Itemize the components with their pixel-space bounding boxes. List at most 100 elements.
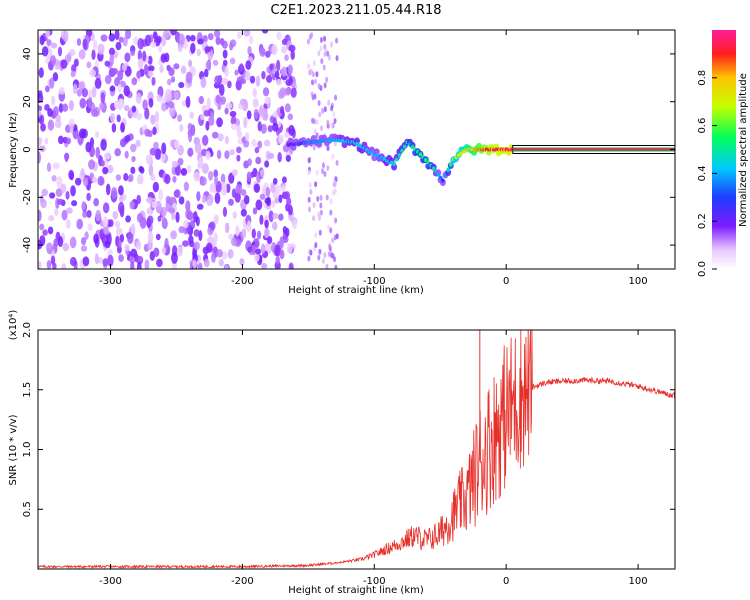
noise-speckle	[94, 77, 102, 90]
noise-speckle	[275, 256, 281, 265]
noise-band-speckle	[307, 63, 311, 70]
noise-band-speckle	[307, 169, 311, 176]
noise-speckle	[129, 200, 135, 210]
noise-band-speckle	[311, 94, 315, 101]
noise-speckle	[111, 123, 117, 133]
noise-speckle	[178, 33, 185, 46]
noise-speckle	[161, 142, 167, 155]
noise-band-speckle	[317, 254, 321, 261]
noise-speckle	[170, 30, 177, 36]
noise-speckle	[117, 83, 122, 93]
noise-speckle	[111, 68, 119, 75]
noise-speckle	[149, 147, 157, 156]
echo-core	[438, 175, 443, 180]
noise-speckle	[211, 131, 219, 139]
noise-speckle	[48, 214, 55, 222]
noise-band-speckle	[307, 196, 311, 203]
noise-speckle	[78, 128, 86, 139]
x-tick-label: 0	[503, 576, 509, 587]
noise-speckle	[251, 244, 257, 256]
noise-speckle	[247, 45, 252, 56]
noise-speckle	[109, 112, 115, 123]
noise-speckle	[213, 169, 219, 178]
noise-speckle	[86, 61, 92, 69]
noise-speckle	[87, 97, 93, 109]
noise-speckle	[122, 36, 128, 47]
noise-band-speckle	[311, 117, 315, 124]
noise-speckle	[214, 75, 221, 85]
noise-speckle	[239, 258, 245, 266]
noise-speckle	[118, 36, 124, 43]
noise-speckle	[230, 116, 237, 126]
noise-speckle	[139, 166, 145, 174]
noise-speckle	[177, 157, 184, 166]
noise-band-speckle	[320, 58, 324, 65]
noise-band-speckle	[335, 233, 339, 240]
noise-speckle	[236, 31, 242, 40]
x-tick-label: 100	[629, 576, 648, 587]
noise-speckle	[100, 160, 105, 167]
noise-speckle	[71, 200, 78, 207]
y-tick-label: -40	[22, 237, 33, 253]
noise-speckle	[156, 94, 162, 102]
noise-speckle	[269, 63, 274, 71]
noise-speckle	[144, 34, 152, 47]
noise-speckle	[254, 253, 260, 262]
noise-speckle	[288, 124, 295, 136]
noise-speckle	[51, 175, 57, 182]
noise-speckle	[266, 236, 273, 245]
colorbar-gradient	[712, 30, 736, 269]
snr-x-ticks: -300 -200 -100 0 100	[99, 330, 648, 587]
noise-speckle	[210, 252, 216, 263]
colorbar-tick-label: 0.2	[697, 213, 708, 229]
noise-speckle	[261, 30, 269, 34]
noise-speckle	[180, 168, 188, 176]
noise-speckle	[119, 138, 127, 148]
noise-speckle	[91, 176, 98, 183]
noise-speckle	[222, 49, 228, 59]
noise-speckle	[47, 226, 54, 235]
noise-speckle	[275, 78, 282, 86]
noise-speckle	[216, 249, 223, 258]
noise-speckle	[158, 45, 163, 53]
noise-speckle	[267, 152, 275, 159]
noise-speckle	[145, 154, 153, 165]
noise-speckle	[121, 63, 128, 72]
noise-speckle	[131, 77, 138, 86]
noise-speckle	[93, 233, 99, 244]
colorbar-tick-label: 0.6	[697, 118, 708, 134]
noise-speckle	[205, 150, 211, 160]
noise-speckle	[246, 171, 252, 182]
noise-speckle	[62, 242, 70, 252]
noise-speckle	[195, 216, 200, 227]
colorbar-tick-label: 0.4	[697, 165, 708, 181]
noise-speckle	[161, 246, 167, 255]
noise-speckle	[41, 46, 49, 57]
noise-band-speckle	[315, 71, 319, 78]
noise-band-speckle	[315, 119, 319, 126]
noise-speckle	[93, 197, 100, 207]
noise-speckle	[212, 59, 219, 66]
noise-speckle	[52, 162, 60, 170]
noise-speckle	[265, 196, 272, 207]
noise-speckle	[255, 199, 263, 211]
noise-band-speckle	[321, 168, 325, 175]
echo-core	[448, 162, 453, 167]
noise-speckle	[61, 263, 67, 269]
noise-speckle	[102, 258, 109, 267]
noise-speckle	[243, 30, 251, 37]
noise-speckle	[146, 207, 152, 215]
noise-speckle	[205, 60, 212, 70]
noise-speckle	[187, 147, 194, 157]
noise-speckle	[287, 64, 293, 75]
noise-speckle	[44, 137, 49, 145]
noise-speckle	[202, 134, 209, 146]
noise-speckle	[280, 105, 285, 115]
noise-speckle	[39, 235, 46, 246]
noise-speckle	[216, 117, 223, 128]
noise-speckle	[221, 77, 229, 85]
noise-speckle	[252, 99, 259, 108]
noise-speckle	[170, 230, 177, 240]
noise-speckle	[107, 248, 113, 257]
x-tick-label: 100	[629, 276, 648, 287]
